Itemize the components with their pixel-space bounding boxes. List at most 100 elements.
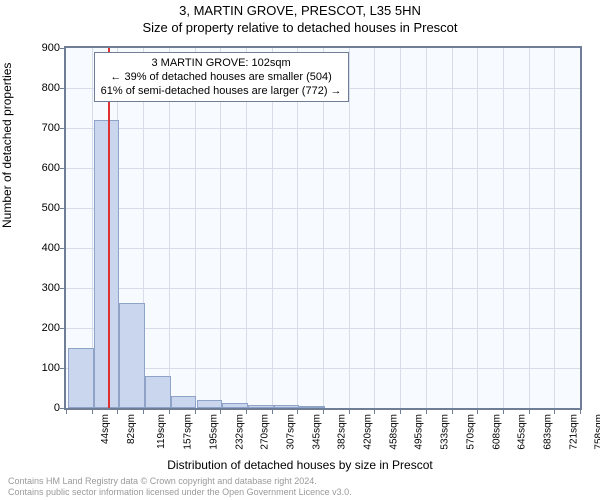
gridline-vertical [349,48,350,408]
x-tick-mark [477,410,478,414]
x-tick-mark [503,410,504,414]
histogram-bar [68,348,94,408]
x-tick-label: 157sqm [183,414,194,450]
gridline-vertical [452,48,453,408]
y-axis-label: Number of detached properties [0,63,14,228]
x-tick-mark [452,410,453,414]
y-tick-mark [60,48,64,49]
x-tick-mark [374,410,375,414]
footer-line1: Contains HM Land Registry data © Crown c… [8,476,592,487]
y-tick-mark [60,128,64,129]
y-tick-label: 400 [24,242,60,254]
x-tick-label: 758sqm [594,414,600,450]
x-tick-mark [117,410,118,414]
x-tick-label: 533sqm [440,414,451,450]
x-tick-label: 270sqm [260,414,271,450]
x-tick-mark [400,410,401,414]
x-tick-mark [580,410,581,414]
gridline-vertical [297,48,298,408]
gridline-vertical [400,48,401,408]
x-tick-label: 44sqm [100,414,111,444]
x-tick-label: 420sqm [363,414,374,450]
gridline-vertical [220,48,221,408]
y-tick-label: 700 [24,122,60,134]
histogram-bar [119,303,145,408]
x-tick-mark [426,410,427,414]
marker-line [108,48,110,408]
y-tick-mark [60,288,64,289]
y-tick-mark [60,248,64,249]
callout-line3: 61% of semi-detached houses are larger (… [101,84,342,98]
y-tick-label: 0 [24,402,60,414]
callout-line2: ← 39% of detached houses are smaller (50… [101,70,342,84]
chart-canvas: 3, MARTIN GROVE, PRESCOT, L35 5HN Size o… [0,0,600,500]
y-tick-mark [60,368,64,369]
gridline-vertical [195,48,196,408]
x-tick-label: 645sqm [516,414,527,450]
x-tick-mark [323,410,324,414]
x-tick-label: 382sqm [337,414,348,450]
chart-title: 3, MARTIN GROVE, PRESCOT, L35 5HN [0,3,600,18]
histogram-bar [197,400,223,408]
histogram-bar [171,396,196,408]
y-tick-label: 200 [24,322,60,334]
x-tick-label: 608sqm [491,414,502,450]
gridline-vertical [323,48,324,408]
y-tick-mark [60,408,64,409]
x-tick-label: 345sqm [311,414,322,450]
gridline-vertical [374,48,375,408]
gridline-vertical [169,48,170,408]
histogram-bar [94,120,119,408]
x-tick-mark [66,410,67,414]
histogram-bar [248,405,274,408]
y-tick-label: 300 [24,282,60,294]
footer-attribution: Contains HM Land Registry data © Crown c… [8,476,592,498]
x-tick-mark [554,410,555,414]
footer-line2: Contains public sector information licen… [8,487,592,498]
y-tick-label: 600 [24,162,60,174]
y-tick-mark [60,328,64,329]
gridline-vertical [529,48,530,408]
y-tick-label: 900 [24,42,60,54]
y-tick-mark [60,88,64,89]
x-tick-label: 82sqm [126,414,137,444]
x-tick-mark [92,410,93,414]
histogram-bar [274,405,299,408]
x-tick-label: 458sqm [389,414,400,450]
callout-line1: 3 MARTIN GROVE: 102sqm [101,56,342,70]
x-tick-mark [169,410,170,414]
gridline-vertical [554,48,555,408]
histogram-bar [222,403,247,408]
x-tick-mark [195,410,196,414]
x-tick-mark [246,410,247,414]
x-tick-label: 721sqm [568,414,579,450]
gridline-vertical [477,48,478,408]
x-tick-label: 495sqm [414,414,425,450]
histogram-bar [299,406,325,408]
y-tick-label: 100 [24,362,60,374]
x-tick-mark [349,410,350,414]
gridline-vertical [246,48,247,408]
gridline-vertical [426,48,427,408]
x-tick-label: 232sqm [234,414,245,450]
x-tick-mark [220,410,221,414]
x-tick-label: 570sqm [465,414,476,450]
gridline-vertical [272,48,273,408]
x-tick-label: 119sqm [156,414,167,449]
x-tick-label: 307sqm [285,414,296,450]
x-tick-label: 683sqm [542,414,553,450]
gridline-vertical [503,48,504,408]
y-tick-mark [60,168,64,169]
x-tick-mark [297,410,298,414]
chart-subtitle: Size of property relative to detached ho… [0,20,600,35]
histogram-bar [145,376,171,408]
x-tick-mark [143,410,144,414]
x-axis-label: Distribution of detached houses by size … [0,458,600,472]
y-tick-label: 500 [24,202,60,214]
y-tick-label: 800 [24,82,60,94]
y-tick-mark [60,208,64,209]
x-tick-mark [529,410,530,414]
x-tick-label: 195sqm [209,414,220,450]
x-tick-mark [272,410,273,414]
callout-box: 3 MARTIN GROVE: 102sqm ← 39% of detached… [94,52,349,102]
